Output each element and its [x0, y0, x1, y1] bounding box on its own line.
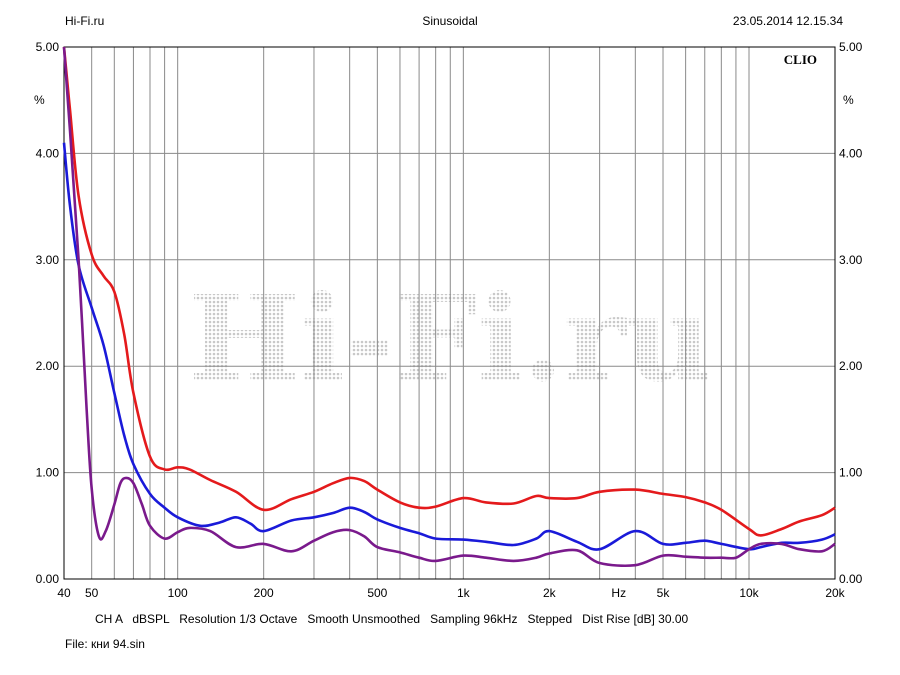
y-unit-right: % — [843, 93, 854, 107]
y-tick-label-right: 5.00 — [839, 40, 863, 54]
y-tick-label-left: 2.00 — [36, 359, 60, 373]
x-tick-label: 200 — [254, 586, 274, 600]
y-tick-label-left: 4.00 — [36, 146, 60, 160]
y-tick-label-left: 1.00 — [36, 466, 60, 480]
y-tick-label-left: 3.00 — [36, 253, 60, 267]
x-tick-label: 100 — [168, 586, 188, 600]
x-tick-label: 50 — [85, 586, 99, 600]
file-name: File: кни 94.sin — [65, 637, 145, 651]
y-tick-label-right: 1.00 — [839, 466, 863, 480]
y-tick-label-right: 0.00 — [839, 572, 863, 586]
measurement-params: CH A dBSPL Resolution 1/3 Octave Smooth … — [95, 612, 689, 626]
x-tick-label: 1k — [457, 586, 471, 600]
x-tick-label: 10k — [739, 586, 759, 600]
y-tick-label-right: 2.00 — [839, 359, 863, 373]
plot-frame — [63, 46, 836, 580]
y-tick-label-left: 0.00 — [36, 572, 60, 586]
y-tick-label-left: 5.00 — [36, 40, 60, 54]
series-line-3 — [62, 46, 836, 568]
header-site-label: Hi-Fi.ru — [65, 14, 105, 28]
y-tick-label-right: 4.00 — [839, 146, 863, 160]
header-mode-label: Sinusoidal — [422, 14, 478, 28]
header-timestamp: 23.05.2014 12.15.34 — [732, 14, 843, 28]
x-tick-label: 20k — [825, 586, 845, 600]
x-tick-label: Hz — [611, 586, 626, 600]
clio-brand-label: CLIO — [784, 52, 817, 67]
x-tick-label: 2k — [543, 586, 557, 600]
y-unit-left: % — [34, 93, 45, 107]
series-line-2 — [62, 142, 836, 551]
x-tick-label: 500 — [367, 586, 387, 600]
series-layer — [62, 46, 836, 568]
series-line-1 — [62, 46, 836, 537]
y-tick-label-right: 3.00 — [839, 253, 863, 267]
x-tick-label: 5k — [657, 586, 671, 600]
x-tick-label: 40 — [57, 586, 71, 600]
axis-labels: 0.00 0.00 1.00 1.00 2.00 2.00 3.00 3.00 4.00 4.00… — [34, 40, 863, 600]
